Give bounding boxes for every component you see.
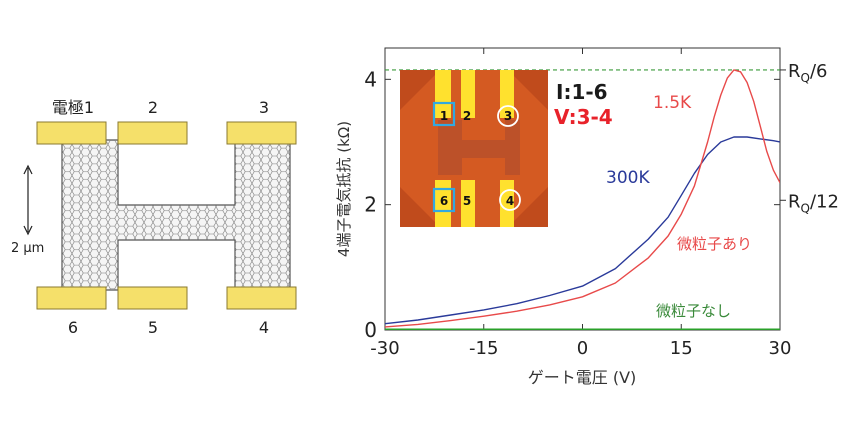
electrode-pad-5	[117, 286, 188, 310]
series-label-no-particles: 微粒子なし	[656, 302, 731, 320]
inset-label-5: 5	[463, 194, 471, 208]
inset-label-3: 3	[504, 109, 512, 123]
electrode-pad-6	[36, 286, 107, 310]
inset-label-1: 1	[440, 109, 448, 123]
device-schematic: 電極1 2 3 6 5 4 2 μm	[11, 98, 297, 337]
electrode-pad-2	[117, 121, 188, 145]
inset-marker-6	[432, 187, 456, 213]
electrode-pad-3	[226, 121, 297, 145]
x-tick-label: 0	[577, 338, 588, 359]
right-axis-label: RQ/6	[788, 61, 828, 85]
series-group	[385, 69, 780, 330]
scale-bar	[23, 164, 33, 236]
x-tick-label: 15	[670, 338, 693, 359]
electrode-label-6: 6	[68, 318, 78, 337]
current-terminals-label: I:1-6	[556, 80, 608, 104]
inset-micrograph: 1 2 3 6 5 4	[400, 70, 548, 227]
scale-bar-label: 2 μm	[11, 241, 44, 256]
voltage-terminals-label: V:3-4	[554, 105, 613, 129]
inset-marker-4	[499, 189, 521, 211]
x-tick-label: -30	[370, 338, 399, 359]
electrode-pad-1	[36, 121, 107, 145]
annotation-with-particles: 微粒子あり	[677, 235, 752, 253]
inset-label-4: 4	[506, 194, 514, 208]
series-line-300K	[385, 136, 780, 325]
y-tick-label: 2	[364, 193, 377, 217]
x-axis-title: ゲート電圧 (V)	[528, 368, 637, 387]
electrode-label-3: 3	[259, 98, 269, 117]
x-tick-label: 30	[769, 338, 792, 359]
electrode-label-1: 電極1	[52, 98, 94, 117]
electrode-label-5: 5	[148, 318, 158, 337]
inset-label-6: 6	[440, 194, 448, 208]
hex-lattice	[62, 140, 290, 290]
inset-label-2: 2	[463, 109, 471, 123]
right-axis-labels: RQ/6 RQ/12	[780, 61, 839, 215]
series-label-300K: 300K	[606, 168, 650, 188]
series-line-1.5K	[385, 69, 780, 328]
electrode-label-4: 4	[259, 318, 269, 337]
y-tick-label: 0	[364, 318, 377, 342]
y-axis-title: 4端子電気抵抗 (kΩ)	[335, 121, 353, 257]
electrode-label-2: 2	[148, 98, 158, 117]
x-tick-label: -15	[469, 338, 498, 359]
series-label-1.5K: 1.5K	[653, 93, 692, 113]
y-tick-label: 4	[364, 67, 377, 91]
right-axis-label: RQ/12	[788, 191, 839, 215]
electrode-pad-4	[226, 286, 297, 310]
inset-marker-1	[432, 101, 456, 127]
inset-marker-3	[497, 105, 519, 127]
